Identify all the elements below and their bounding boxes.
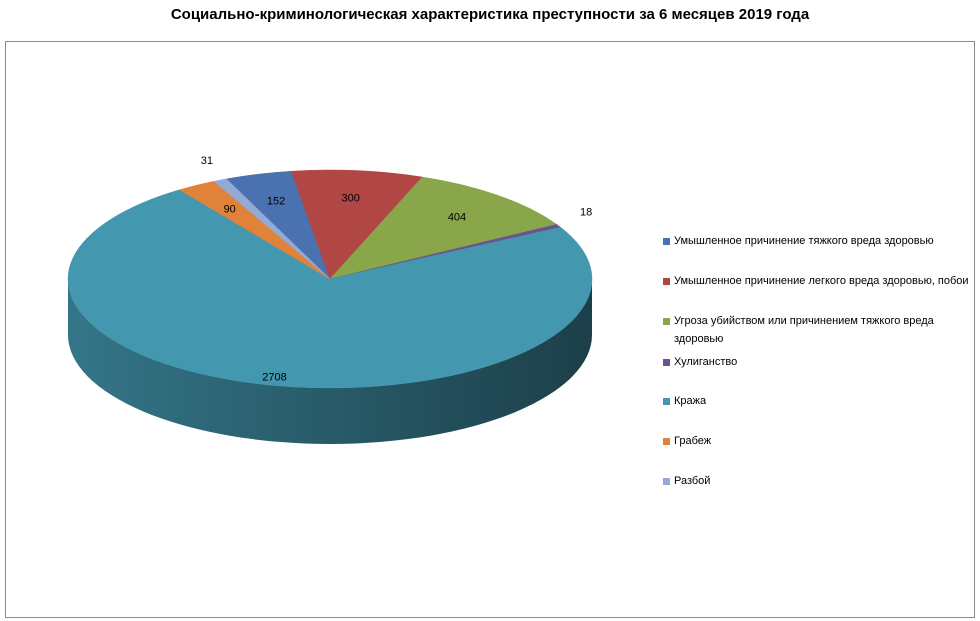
legend-swatch [663, 238, 670, 245]
chart-area: 152 300 404 18 2708 90 31 Умышленное причинени… [5, 41, 975, 618]
data-labels: 152 300 404 18 2708 90 31 [201, 155, 592, 383]
pie-slice [67, 189, 593, 389]
legend-item: Умышленное причинение легкого вреда здор… [663, 272, 979, 290]
legend-item: Угроза убийством или причинением тяжкого… [663, 312, 979, 348]
pie-slice [213, 178, 331, 280]
legend-item: Грабеж [663, 432, 979, 450]
legend-label: Разбой [674, 475, 711, 487]
pie-slice [329, 176, 558, 280]
legend-item: Разбой [663, 472, 979, 490]
legend-swatch [663, 278, 670, 285]
legend-item: Умышленное причинение тяжкого вреда здор… [663, 232, 979, 250]
data-label: 18 [580, 206, 592, 218]
chart-title: Социально-криминологическая характеристи… [170, 6, 810, 23]
data-label: 404 [448, 212, 466, 224]
data-label: 2708 [262, 372, 286, 384]
legend-label: Грабеж [674, 435, 712, 447]
legend-swatch [663, 398, 670, 405]
legend-swatch [663, 438, 670, 445]
pie-slice [290, 169, 423, 280]
legend-item: Хулиганство [663, 353, 979, 371]
legend-label: Угроза убийством или причинением тяжкого… [674, 315, 934, 345]
data-label: 300 [342, 193, 360, 205]
data-label: 31 [201, 155, 213, 167]
legend-swatch [663, 359, 670, 366]
legend-swatch [663, 478, 670, 485]
pie-side-walls [68, 279, 592, 444]
legend-label: Умышленное причинение легкого вреда здор… [674, 275, 969, 287]
legend-item: Кража [663, 392, 979, 410]
legend-label: Кража [674, 395, 707, 407]
legend-label: Умышленное причинение тяжкого вреда здор… [674, 235, 934, 247]
pie-slice-side [68, 279, 592, 444]
legend-swatch [663, 318, 670, 325]
data-label: 90 [224, 204, 236, 216]
pie-chart: 152 300 404 18 2708 90 31 [67, 155, 593, 444]
data-label: 152 [267, 195, 285, 207]
legend-label: Хулиганство [674, 356, 738, 368]
pie-top [67, 169, 593, 389]
